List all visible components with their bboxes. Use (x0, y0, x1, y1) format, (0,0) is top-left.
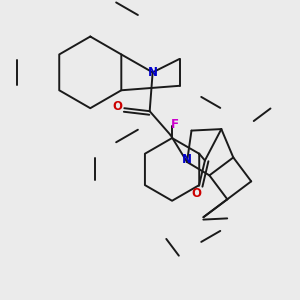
Text: N: N (182, 153, 191, 166)
Text: O: O (191, 187, 201, 200)
Text: N: N (148, 66, 158, 79)
Text: O: O (113, 100, 123, 113)
Text: F: F (170, 118, 178, 131)
